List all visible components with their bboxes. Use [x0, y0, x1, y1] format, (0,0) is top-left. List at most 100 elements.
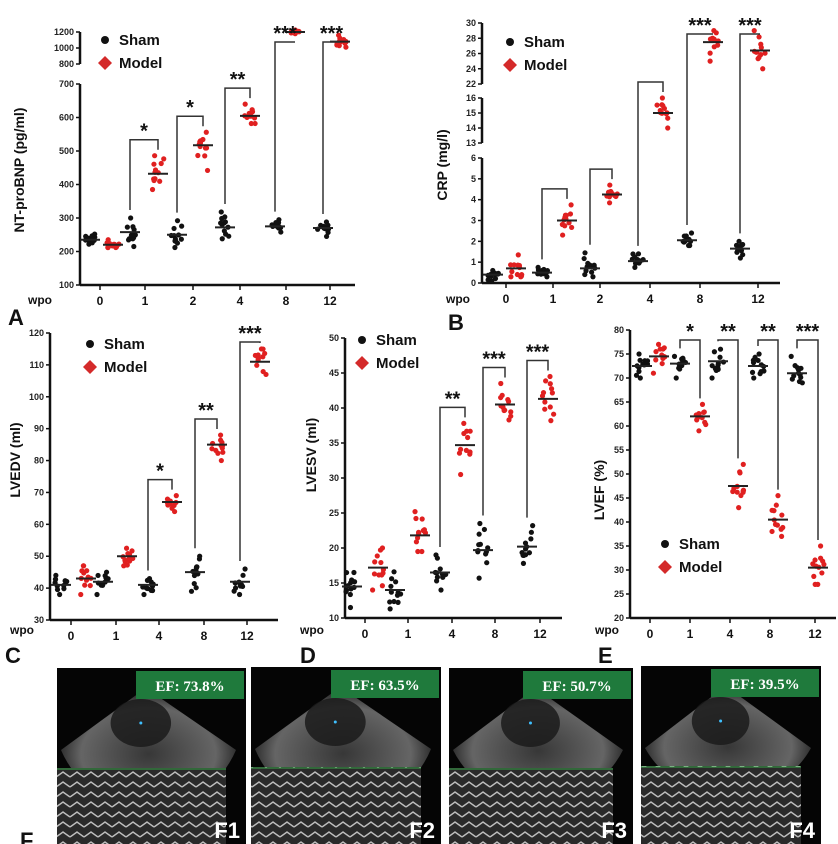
significance-bracket: [589, 168, 613, 245]
model-data-point: [195, 152, 201, 159]
y-tick-label: 75: [614, 349, 624, 359]
model-data-point: [255, 352, 261, 358]
legend-model-label: Model: [104, 359, 147, 376]
sham-data-point: [438, 587, 444, 593]
legend-model-marker: [98, 56, 112, 70]
sham-data-point: [172, 244, 178, 251]
model-data-point: [173, 493, 179, 499]
legend-sham-marker: [506, 38, 514, 46]
panel-letter: D: [300, 643, 316, 668]
sham-data-point: [343, 569, 350, 576]
sham-data-point: [391, 598, 397, 605]
x-tick-label: 0: [97, 294, 104, 308]
y-tick-label: 40: [34, 583, 44, 593]
sham-data-point: [89, 233, 95, 239]
sham-data-point: [83, 233, 89, 239]
model-data-point: [515, 252, 521, 258]
sham-data-point: [492, 275, 499, 282]
model-data-point: [559, 221, 565, 228]
x-axis-label: wpo: [445, 292, 470, 306]
y-tick-label: 24: [466, 64, 476, 74]
y-tick-label: 45: [614, 493, 624, 503]
model-data-point: [202, 153, 208, 159]
model-data-point: [379, 572, 385, 578]
model-data-point: [218, 457, 224, 464]
model-data-point: [819, 570, 825, 576]
sham-data-point: [148, 587, 154, 593]
model-data-point: [254, 362, 260, 368]
sham-data-point: [52, 576, 59, 582]
model-data-point: [812, 557, 818, 563]
model-data-point: [421, 527, 428, 533]
y-tick-label: 50: [34, 551, 44, 561]
ef-box: [711, 669, 819, 697]
significance-stars: *: [186, 97, 194, 119]
x-tick-label: 12: [240, 629, 254, 643]
y-axis-label: LVESV (ml): [303, 418, 319, 492]
model-data-point: [775, 493, 781, 499]
significance-bracket: [176, 115, 204, 213]
significance-stars: ***: [482, 349, 506, 371]
sham-data-point: [191, 581, 197, 587]
sham-data-point: [715, 366, 721, 373]
y-tick-label: 90: [34, 424, 44, 434]
sham-data-point: [633, 372, 640, 378]
model-data-point: [518, 273, 525, 279]
sham-data-point: [740, 241, 746, 248]
model-data-point: [751, 28, 757, 34]
marker-dot: [139, 721, 143, 725]
model-data-point: [157, 178, 163, 184]
legend-model-label: Model: [119, 55, 162, 72]
x-tick-label: 12: [751, 292, 765, 306]
y-tick-label: 1200: [54, 27, 74, 37]
model-data-point: [665, 125, 671, 131]
model-data-point: [498, 380, 504, 387]
image-label: F2: [409, 818, 435, 843]
y-tick-label: 120: [29, 328, 44, 338]
sham-data-point: [62, 578, 68, 585]
model-data-point: [412, 509, 418, 515]
x-tick-label: 4: [156, 629, 163, 643]
sham-data-point: [794, 365, 801, 371]
sham-data-point: [519, 550, 525, 556]
significance-stars: **: [230, 69, 246, 91]
sham-data-point: [528, 536, 534, 542]
model-data-point: [715, 42, 721, 48]
model-data-point: [204, 167, 211, 174]
sham-data-point: [387, 606, 393, 612]
x-tick-label: 0: [647, 627, 654, 641]
y-tick-label: 2: [471, 236, 476, 246]
legend-model-marker: [658, 560, 672, 574]
y-tick-label: 700: [59, 79, 74, 89]
significance-bracket: [439, 406, 466, 547]
sham-data-point: [130, 224, 136, 230]
y-tick-label: 80: [614, 325, 624, 335]
legend: Sham Model: [83, 336, 147, 376]
y-axis-label: LVEDV (ml): [7, 422, 23, 497]
significance-stars: ***: [238, 323, 262, 345]
sham-data-point: [240, 572, 246, 578]
sham-data-point: [218, 220, 224, 226]
sham-data-point: [57, 591, 63, 598]
y-tick-label: 0: [471, 278, 476, 288]
sham-data-point: [89, 240, 95, 246]
x-tick-label: 2: [190, 294, 197, 308]
sham-data-point: [103, 575, 109, 581]
m-mode-strip: [449, 768, 613, 844]
model-data-point: [151, 161, 157, 167]
sham-data-point: [796, 378, 803, 385]
ef-value: EF: 50.7%: [542, 679, 611, 695]
legend-model-label: Model: [679, 559, 722, 576]
y-tick-label: 30: [614, 565, 624, 575]
model-data-point: [419, 516, 425, 522]
significance-bracket: [526, 359, 549, 518]
sham-data-point: [476, 531, 482, 537]
panel-letter: C: [5, 643, 21, 668]
model-data-point: [456, 450, 463, 456]
sham-data-point: [636, 368, 642, 374]
legend-sham-label: Sham: [524, 34, 565, 51]
y-tick-label: 400: [59, 180, 74, 190]
model-data-point: [547, 381, 553, 387]
